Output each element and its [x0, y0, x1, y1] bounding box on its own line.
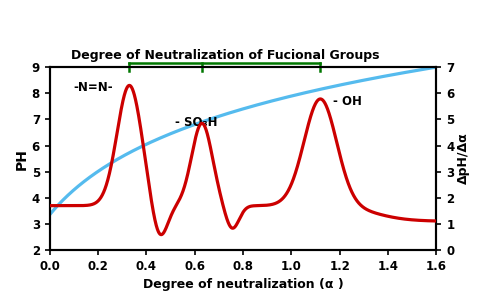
- Y-axis label: PH: PH: [15, 148, 29, 170]
- Y-axis label: ΔpH/Δα: ΔpH/Δα: [457, 133, 470, 185]
- X-axis label: Degree of neutralization (α ): Degree of neutralization (α ): [143, 278, 343, 291]
- Text: - SO₃H: - SO₃H: [176, 116, 218, 129]
- Text: Degree of Neutralization of Fucional Groups: Degree of Neutralization of Fucional Gro…: [70, 49, 379, 62]
- Text: - OH: - OH: [332, 95, 362, 108]
- Text: -N=N-: -N=N-: [74, 81, 114, 94]
